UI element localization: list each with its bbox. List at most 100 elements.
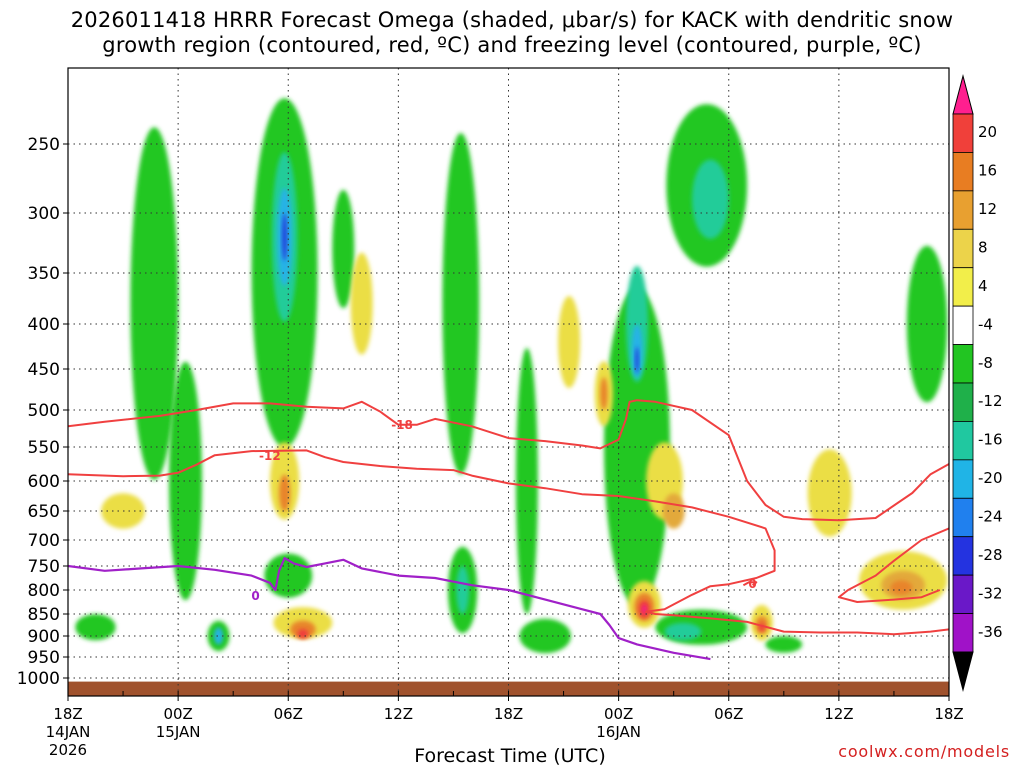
omega-area-orange [890, 580, 913, 595]
dendritic-contour-label: -18 [391, 418, 413, 432]
y-tick-label: 550 [28, 438, 60, 458]
omega-area-yellow [558, 296, 581, 388]
credit-text: coolwx.com/models [838, 742, 1010, 761]
dendritic-contour-line [742, 581, 758, 587]
x-tick-label: 15JAN [156, 723, 201, 741]
colorbar-label: 4 [978, 277, 988, 295]
dendritic-contour-label: -12 [259, 449, 281, 463]
colorbar-bottom-arrow [952, 651, 974, 692]
colorbar-segment [952, 305, 974, 345]
colorbar-segment [952, 113, 974, 153]
colorbar-segment [952, 152, 974, 192]
colorbar-label: -8 [978, 354, 993, 372]
x-tick-label: 12Z [384, 705, 413, 723]
omega-area-teal [664, 622, 702, 641]
colorbar-segment [952, 459, 974, 499]
omega-area-orange [600, 377, 608, 410]
y-tick-label: 400 [28, 315, 60, 335]
colorbar-segment [952, 574, 974, 614]
colorbar-label: -24 [978, 508, 1003, 526]
colorbar-segment [952, 190, 974, 230]
omega-area-sky [213, 627, 224, 645]
colorbar-segment [952, 536, 974, 576]
colorbar-label: -28 [978, 546, 1003, 564]
y-tick-label: 700 [28, 531, 60, 551]
y-tick-label: 1000 [17, 669, 60, 689]
y-tick-label: 450 [28, 360, 60, 380]
dendritic-contour-line [837, 527, 949, 603]
omega-area-green [169, 361, 202, 601]
colorbar-segment [952, 497, 974, 538]
omega-area-green [442, 133, 480, 475]
omega-area-green [604, 287, 670, 607]
freezing-level-line [68, 557, 711, 661]
contour-labels: -18 -12 0 0 [251, 418, 756, 603]
freezing-level-label: 0 [251, 589, 259, 603]
chart-title-line2: growth region (contoured, red, ºC) and f… [102, 33, 922, 57]
x-tick-label: 16JAN [596, 723, 641, 741]
x-axis-label: Forecast Time (UTC) [414, 745, 606, 767]
x-tick-label: 00Z [604, 705, 633, 723]
omega-area-teal [692, 159, 729, 239]
x-tick-label: 00Z [163, 705, 192, 723]
colorbar-label: 8 [978, 239, 988, 257]
y-tick-label: 250 [28, 135, 60, 155]
colorbar-top-arrow [952, 74, 974, 115]
colorbar-label: 12 [978, 200, 997, 218]
omega-area-yellow [350, 252, 373, 355]
x-tick-label: 06Z [274, 705, 303, 723]
colorbar-label: -4 [978, 315, 993, 333]
omega-area-green [332, 189, 355, 309]
colorbar-segment [952, 382, 974, 422]
omega-area-teal [626, 265, 648, 383]
y-axis: 2503003504004505005506006507007508008509… [17, 135, 68, 689]
dendritic-contours [68, 399, 949, 636]
omega-area-green [519, 618, 571, 654]
omega-area-teal [456, 566, 469, 614]
omega-area-blue [281, 213, 288, 261]
y-tick-label: 300 [28, 204, 60, 224]
colorbar-label: 16 [978, 162, 997, 180]
colorbar: 20 16 12 8 4 -4 -8 -12 -16 -20 -24 -28 -32 -36 [952, 74, 1003, 692]
y-tick-label: 800 [28, 581, 60, 601]
omega-area-green [515, 348, 538, 614]
gridlines [67, 68, 950, 696]
omega-area-yellow [807, 449, 852, 537]
y-tick-label: 650 [28, 502, 60, 522]
colorbar-label: -20 [978, 469, 1003, 487]
y-tick-label: 350 [28, 264, 60, 284]
colorbar-label: -12 [978, 392, 1003, 410]
omega-area-green [765, 636, 803, 653]
x-tick-label: 18Z [53, 705, 82, 723]
x-tick-label: 14JAN [46, 723, 91, 741]
x-tick-label: 2026 [49, 741, 87, 759]
colorbar-segment [952, 267, 974, 307]
dendritic-contour-line [68, 449, 949, 636]
colorbar-label: -32 [978, 584, 1003, 602]
dendritic-contour-label: 0 [748, 577, 756, 591]
colorbar-segment [952, 344, 974, 384]
y-tick-label: 950 [28, 648, 60, 668]
colorbar-label: 20 [978, 123, 997, 141]
omega-area-orange [279, 474, 291, 512]
y-tick-label: 850 [28, 605, 60, 625]
colorbar-segment [952, 421, 974, 461]
chart-title-line1: 2026011418 HRRR Forecast Omega (shaded, … [70, 8, 954, 32]
freezing-level-contour [68, 557, 711, 661]
y-tick-label: 750 [28, 557, 60, 577]
x-tick-label: 06Z [714, 705, 743, 723]
colorbar-segment [952, 228, 974, 269]
colorbar-label: -36 [978, 623, 1003, 641]
x-tick-label: 12Z [824, 705, 853, 723]
y-tick-label: 600 [28, 472, 60, 492]
y-tick-label: 500 [28, 401, 60, 421]
colorbar-label: -16 [978, 431, 1003, 449]
omega-area-green [130, 127, 179, 480]
y-tick-label: 900 [28, 627, 60, 647]
colorbar-segment [952, 613, 974, 653]
omega-area-blue [635, 346, 639, 374]
x-tick-label: 18Z [494, 705, 523, 723]
omega-area-green [75, 614, 116, 641]
dendritic-contour-line [68, 399, 949, 522]
